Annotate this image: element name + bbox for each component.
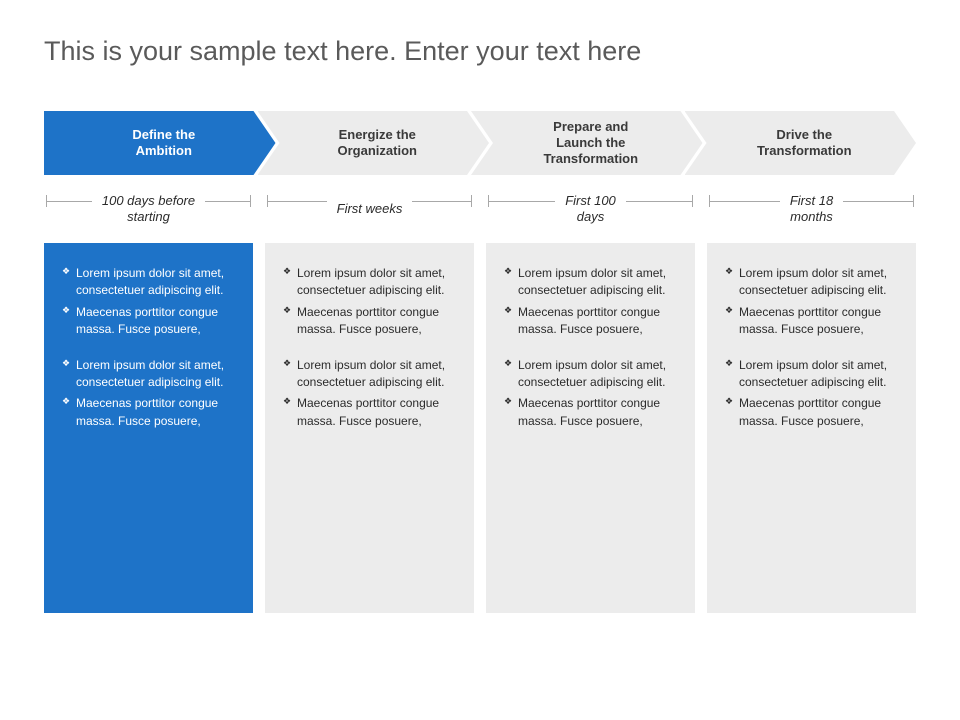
bullet-item: Lorem ipsum dolor sit amet, consectetuer… — [62, 357, 235, 392]
bullet-item: Lorem ipsum dolor sit amet, consectetuer… — [62, 265, 235, 300]
phase-chevron-label: Prepare and Launch the Transformation — [543, 119, 638, 168]
phase-timeframe-label: First weeks — [327, 201, 413, 217]
bullet-item: Maecenas porttitor congue massa. Fusce p… — [62, 304, 235, 339]
slide-title: This is your sample text here. Enter you… — [44, 36, 916, 67]
bullet-item: Lorem ipsum dolor sit amet, consectetuer… — [283, 265, 456, 300]
phase-content-box: Lorem ipsum dolor sit amet, consectetuer… — [44, 243, 253, 613]
phase-timeframe: First 100 days — [486, 189, 695, 229]
bullet-item: Maecenas porttitor congue massa. Fusce p… — [725, 395, 898, 430]
bullet-item: Lorem ipsum dolor sit amet, consectetuer… — [725, 265, 898, 300]
phase-timeframe: First 18 months — [707, 189, 916, 229]
bullet-item: Maecenas porttitor congue massa. Fusce p… — [283, 304, 456, 339]
phase-chevron-label: Drive the Transformation — [757, 127, 852, 160]
bullet-item: Lorem ipsum dolor sit amet, consectetuer… — [504, 265, 677, 300]
phase-content-box: Lorem ipsum dolor sit amet, consectetuer… — [265, 243, 474, 613]
phase-chevron: Energize the Organization — [258, 111, 490, 175]
phase-timeframe-label: 100 days before starting — [92, 193, 205, 224]
phase-chevron: Drive the Transformation — [685, 111, 917, 175]
phase-timeframe-label: First 100 days — [555, 193, 626, 224]
bullet-item: Maecenas porttitor congue massa. Fusce p… — [62, 395, 235, 430]
phase-content-box: Lorem ipsum dolor sit amet, consectetuer… — [707, 243, 916, 613]
phase-timeframe: First weeks — [265, 189, 474, 229]
bullet-item: Maecenas porttitor congue massa. Fusce p… — [504, 304, 677, 339]
bullet-item: Maecenas porttitor congue massa. Fusce p… — [504, 395, 677, 430]
phase-chevron-label: Energize the Organization — [338, 127, 417, 160]
bullet-item: Maecenas porttitor congue massa. Fusce p… — [725, 304, 898, 339]
bullet-item: Maecenas porttitor congue massa. Fusce p… — [283, 395, 456, 430]
phase-chevron-label: Define the Ambition — [132, 127, 195, 160]
phase-timeframe: 100 days before starting — [44, 189, 253, 229]
phase-timeframe-label: First 18 months — [780, 193, 843, 224]
timeframe-row: 100 days before starting First weeks First… — [44, 189, 916, 229]
bullet-item: Lorem ipsum dolor sit amet, consectetuer… — [725, 357, 898, 392]
bullet-item: Lorem ipsum dolor sit amet, consectetuer… — [504, 357, 677, 392]
chevron-row: Define the Ambition Energize the Organiza… — [44, 111, 916, 175]
phase-chevron: Define the Ambition — [44, 111, 276, 175]
phase-content-box: Lorem ipsum dolor sit amet, consectetuer… — [486, 243, 695, 613]
diagram-wrap: Define the Ambition Energize the Organiza… — [44, 111, 916, 613]
phase-chevron: Prepare and Launch the Transformation — [471, 111, 703, 175]
bullet-item: Lorem ipsum dolor sit amet, consectetuer… — [283, 357, 456, 392]
content-row: Lorem ipsum dolor sit amet, consectetuer… — [44, 243, 916, 613]
